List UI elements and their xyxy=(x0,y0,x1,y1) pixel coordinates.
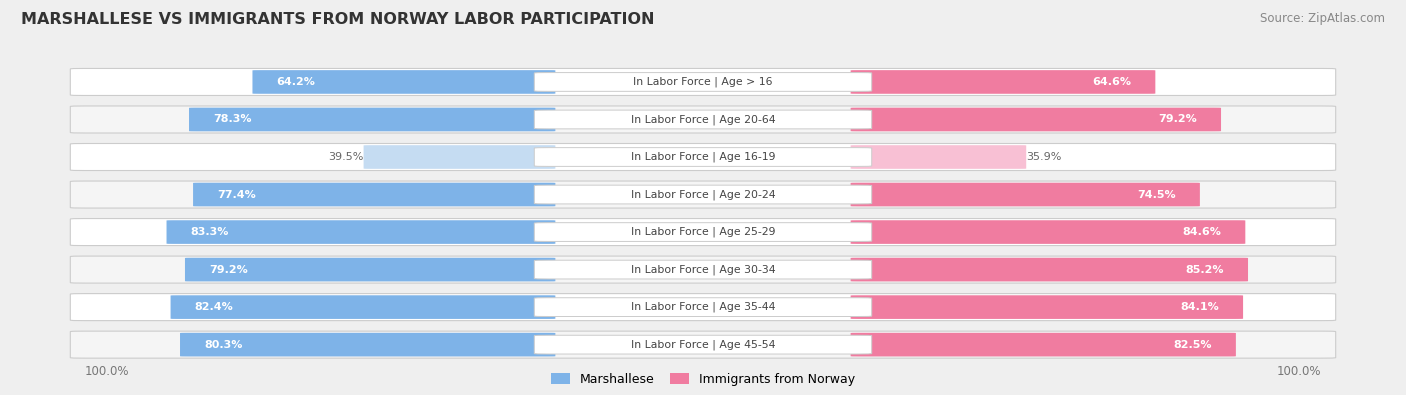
Text: 64.2%: 64.2% xyxy=(277,77,315,87)
Text: In Labor Force | Age 30-34: In Labor Force | Age 30-34 xyxy=(631,264,775,275)
Text: In Labor Force | Age 16-19: In Labor Force | Age 16-19 xyxy=(631,152,775,162)
Text: In Labor Force | Age > 16: In Labor Force | Age > 16 xyxy=(633,77,773,87)
FancyBboxPatch shape xyxy=(186,258,555,281)
FancyBboxPatch shape xyxy=(534,148,872,166)
FancyBboxPatch shape xyxy=(534,73,872,91)
Text: 78.3%: 78.3% xyxy=(212,115,252,124)
FancyBboxPatch shape xyxy=(253,70,555,94)
FancyBboxPatch shape xyxy=(851,295,1243,319)
FancyBboxPatch shape xyxy=(193,183,555,206)
Text: 82.4%: 82.4% xyxy=(194,302,233,312)
Text: 79.2%: 79.2% xyxy=(209,265,247,275)
FancyBboxPatch shape xyxy=(166,220,555,244)
Text: 84.1%: 84.1% xyxy=(1181,302,1219,312)
Text: 64.6%: 64.6% xyxy=(1092,77,1132,87)
FancyBboxPatch shape xyxy=(851,70,1156,94)
Text: In Labor Force | Age 20-64: In Labor Force | Age 20-64 xyxy=(631,114,775,125)
Text: 80.3%: 80.3% xyxy=(204,340,242,350)
FancyBboxPatch shape xyxy=(851,145,1026,169)
Text: In Labor Force | Age 35-44: In Labor Force | Age 35-44 xyxy=(631,302,775,312)
Text: 100.0%: 100.0% xyxy=(84,365,129,378)
FancyBboxPatch shape xyxy=(70,106,1336,133)
FancyBboxPatch shape xyxy=(534,298,872,316)
FancyBboxPatch shape xyxy=(180,333,555,356)
Text: 35.9%: 35.9% xyxy=(1026,152,1062,162)
FancyBboxPatch shape xyxy=(70,331,1336,358)
Text: MARSHALLESE VS IMMIGRANTS FROM NORWAY LABOR PARTICIPATION: MARSHALLESE VS IMMIGRANTS FROM NORWAY LA… xyxy=(21,12,655,27)
Text: 83.3%: 83.3% xyxy=(190,227,229,237)
FancyBboxPatch shape xyxy=(851,183,1199,206)
FancyBboxPatch shape xyxy=(188,108,555,131)
FancyBboxPatch shape xyxy=(534,260,872,279)
FancyBboxPatch shape xyxy=(851,258,1249,281)
FancyBboxPatch shape xyxy=(534,223,872,241)
Legend: Marshallese, Immigrants from Norway: Marshallese, Immigrants from Norway xyxy=(547,368,859,391)
FancyBboxPatch shape xyxy=(70,218,1336,246)
FancyBboxPatch shape xyxy=(534,335,872,354)
FancyBboxPatch shape xyxy=(170,295,555,319)
FancyBboxPatch shape xyxy=(70,293,1336,321)
Text: In Labor Force | Age 45-54: In Labor Force | Age 45-54 xyxy=(631,339,775,350)
Text: In Labor Force | Age 25-29: In Labor Force | Age 25-29 xyxy=(631,227,775,237)
FancyBboxPatch shape xyxy=(70,256,1336,283)
Text: 84.6%: 84.6% xyxy=(1182,227,1222,237)
FancyBboxPatch shape xyxy=(70,68,1336,96)
Text: 85.2%: 85.2% xyxy=(1185,265,1225,275)
Text: 39.5%: 39.5% xyxy=(328,152,364,162)
Text: 77.4%: 77.4% xyxy=(217,190,256,199)
FancyBboxPatch shape xyxy=(70,143,1336,171)
Text: 74.5%: 74.5% xyxy=(1137,190,1175,199)
Text: Source: ZipAtlas.com: Source: ZipAtlas.com xyxy=(1260,12,1385,25)
FancyBboxPatch shape xyxy=(364,145,555,169)
FancyBboxPatch shape xyxy=(70,181,1336,208)
Text: 79.2%: 79.2% xyxy=(1159,115,1197,124)
FancyBboxPatch shape xyxy=(534,110,872,129)
FancyBboxPatch shape xyxy=(851,220,1246,244)
Text: In Labor Force | Age 20-24: In Labor Force | Age 20-24 xyxy=(631,189,775,200)
FancyBboxPatch shape xyxy=(851,108,1220,131)
Text: 82.5%: 82.5% xyxy=(1174,340,1212,350)
FancyBboxPatch shape xyxy=(534,185,872,204)
Text: 100.0%: 100.0% xyxy=(1277,365,1322,378)
FancyBboxPatch shape xyxy=(851,333,1236,356)
